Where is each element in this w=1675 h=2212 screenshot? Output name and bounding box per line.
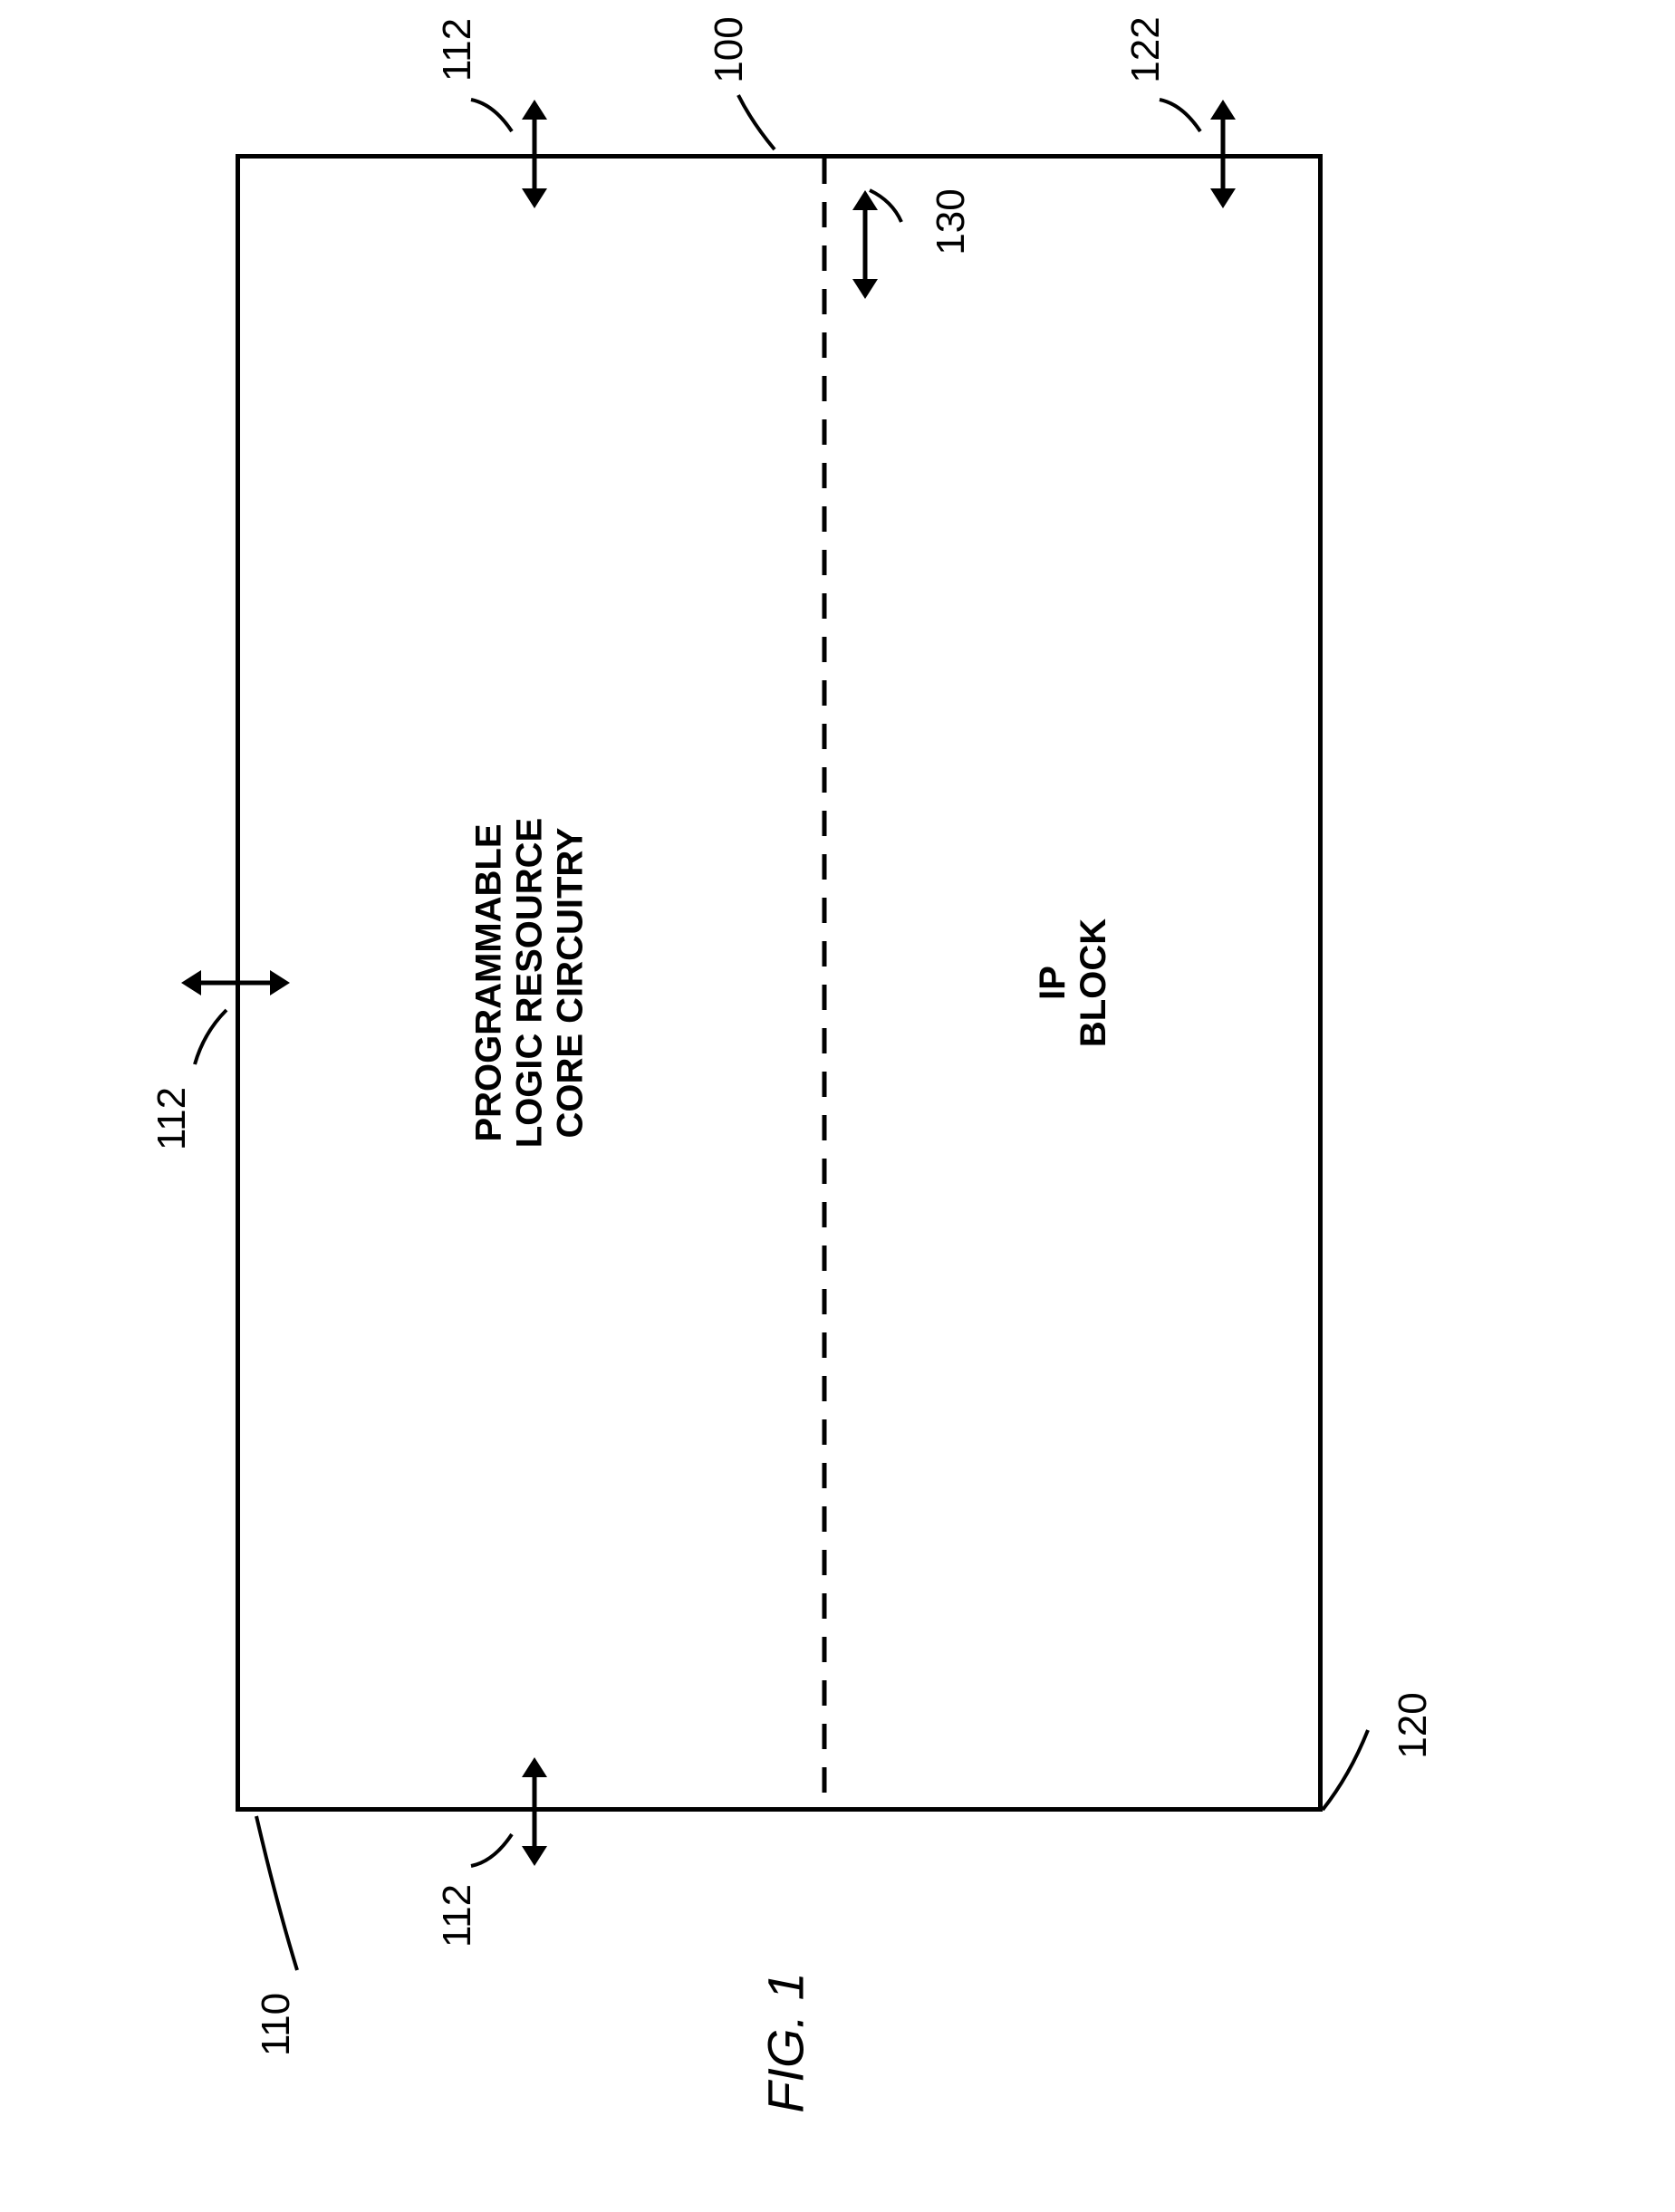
arrows-svg (0, 0, 1675, 2212)
ref-110: 110 (254, 1993, 299, 2056)
arrow-divider_top (852, 190, 878, 299)
figure-caption: FIG. 1 (756, 1972, 815, 2113)
diagram-container: PROGRAMMABLE LOGIC RESOURCE CORE CIRCUIT… (0, 0, 1675, 2212)
leader-ref120 (1323, 1730, 1368, 1810)
arrow-right_top (1210, 100, 1236, 208)
leader-ref112_top (471, 100, 512, 131)
leader-ref110 (256, 1816, 297, 1970)
ref-112b: 112 (435, 1884, 480, 1948)
ref-122: 122 (1123, 16, 1169, 82)
leader-ref100 (738, 95, 775, 149)
ref-120: 120 (1391, 1692, 1436, 1758)
leader-ref112_left (195, 1010, 226, 1064)
leader-ref112_bottom (471, 1834, 512, 1866)
leader-ref122 (1160, 100, 1200, 131)
arrow-bottom_left (522, 1757, 547, 1866)
ref-130: 130 (929, 188, 974, 255)
arrow-top_left (522, 100, 547, 208)
ref-112c: 112 (149, 1087, 195, 1150)
ref-112a: 112 (435, 18, 480, 82)
arrow-left_mid (181, 970, 290, 995)
ref-100: 100 (707, 16, 752, 82)
